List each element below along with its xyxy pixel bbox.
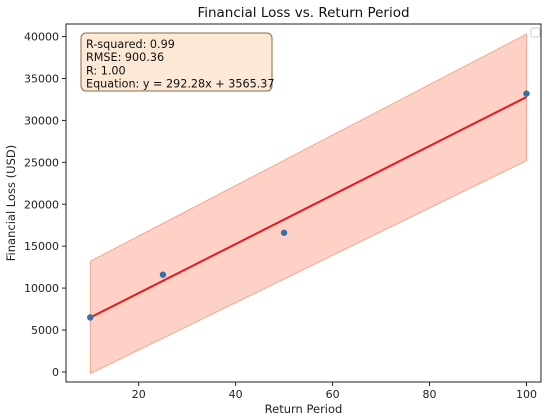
scatter-points-layer [87,90,530,321]
y-tick-label: 20000 [24,198,59,211]
x-tick-label: 20 [132,388,146,401]
x-tick-label: 80 [423,388,437,401]
data-point [523,90,530,97]
confidence-band [89,33,527,375]
fit-line [89,96,527,319]
stats-equation: Equation: y = 292.28x + 3565.37 [86,78,275,91]
legend-box [530,27,541,38]
data-point [280,229,288,236]
stats-box-background [80,32,273,92]
y-tick-label: 15000 [24,240,59,253]
y-tick-label: 0 [52,366,59,379]
y-axis-ticks: 0 5000 10000 15000 20000 25000 30000 35000 40000 [24,31,66,379]
confidence-band-layer [89,33,527,375]
stats-r-squared: R-squared: 0.99 [86,38,175,51]
x-axis-label: Return Period [265,402,343,416]
x-axis-ticks: 20 40 60 80 100 [132,382,537,401]
data-point [87,314,94,321]
x-tick-label: 60 [326,388,340,401]
y-tick-label: 10000 [24,282,59,295]
y-tick-label: 25000 [24,156,59,169]
fit-line-layer [89,96,527,319]
plot-frame [65,23,542,383]
y-tick-label: 5000 [31,324,59,337]
stats-r: R: 1.00 [86,64,126,77]
data-point [159,271,167,278]
x-tick-label: 40 [229,388,243,401]
stats-rmse: RMSE: 900.36 [86,51,164,64]
y-tick-label: 40000 [24,31,59,44]
chart-title: Financial Loss vs. Return Period [197,5,409,21]
stats-box: R-squared: 0.99 RMSE: 900.36 R: 1.00 Equ… [80,32,275,92]
y-axis-label: Financial Loss (USD) [4,145,18,261]
y-tick-label: 35000 [24,72,59,85]
x-tick-label: 100 [516,388,537,401]
y-tick-label: 30000 [24,114,59,127]
